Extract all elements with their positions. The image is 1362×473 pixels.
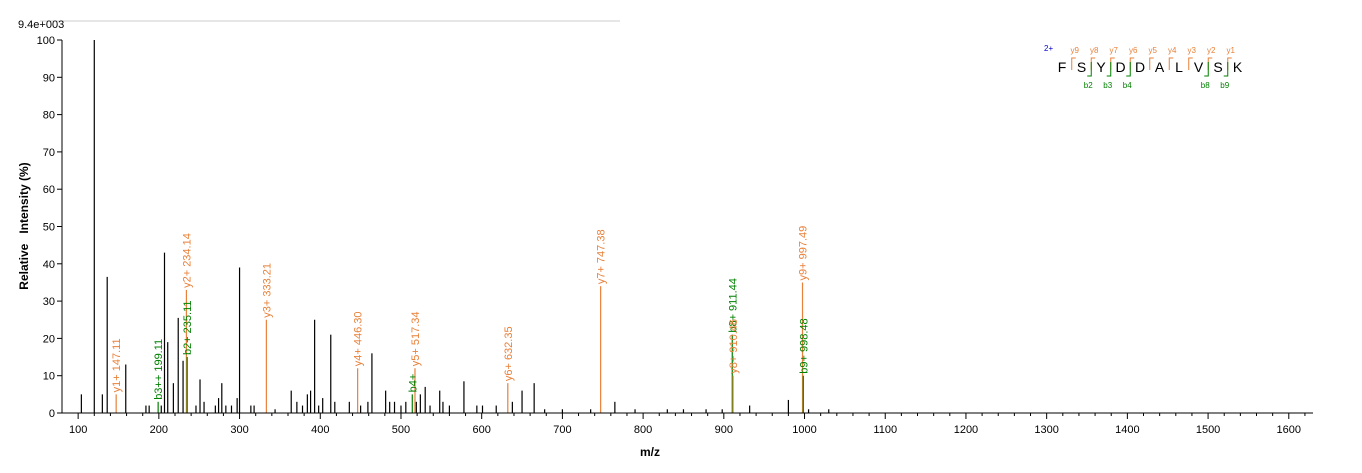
x-tick-label: 1300 <box>1034 424 1058 436</box>
residue: K <box>1233 59 1243 75</box>
peak-label: b4+ <box>407 374 419 393</box>
residue: S <box>1213 59 1222 75</box>
b-ion-label: b2 <box>1084 81 1093 90</box>
y-ion-bracket <box>1110 57 1115 70</box>
peak-label: b8+ 911.44 <box>727 278 739 333</box>
x-tick-label: 1400 <box>1115 424 1139 436</box>
y-ion-label: y1 <box>1227 46 1236 55</box>
b-ion-label: b8 <box>1201 81 1210 90</box>
x-tick-label: 100 <box>69 424 87 436</box>
annotated-peaks-layer: y1+ 147.11 b3++ 199.11 y2+ 234.14 b2+ 235.1… <box>111 226 810 413</box>
charge-label: 2+ <box>1044 44 1053 53</box>
peak-label: y4+ 446.30 <box>353 311 365 366</box>
x-tick-label: 1600 <box>1277 424 1301 436</box>
y-tick-label: 10 <box>43 371 55 383</box>
y-ion-label: y5 <box>1149 46 1158 55</box>
peak-label: b2+ 235.11 <box>182 301 194 356</box>
x-tick-label: 1500 <box>1196 424 1220 436</box>
b-ion-label: b3 <box>1103 81 1112 90</box>
residue: D <box>1135 59 1145 75</box>
residue: F <box>1058 59 1067 75</box>
x-tick-label: 1000 <box>792 424 816 436</box>
y-tick-label: 0 <box>49 408 55 420</box>
x-tick-label: 400 <box>311 424 329 436</box>
x-tick-label: 800 <box>634 424 652 436</box>
y-ion-label: y8 <box>1090 46 1099 55</box>
residue: S <box>1077 59 1086 75</box>
x-tick-label: 500 <box>392 424 410 436</box>
peak-label: y6+ 632.35 <box>503 326 515 381</box>
peak-label: y9+ 997.49 <box>798 226 810 281</box>
intensity-max-label: 9.4e+003 <box>18 19 64 31</box>
b-ion-bracket <box>1087 62 1092 77</box>
y-tick-label: 60 <box>43 184 55 196</box>
peak-label: b9+ 998.48 <box>798 318 810 373</box>
peak-label: b3++ 199.11 <box>153 339 165 400</box>
b-ion-bracket <box>1126 62 1131 77</box>
residue: A <box>1155 59 1165 75</box>
x-tick-label: 900 <box>715 424 733 436</box>
y-ion-label: y7 <box>1110 46 1119 55</box>
residue: Y <box>1096 59 1106 75</box>
y-ion-label: y9 <box>1071 46 1080 55</box>
y-ion-bracket <box>1227 57 1232 70</box>
peak-label: y5+ 517.34 <box>410 311 422 366</box>
y-axis-title: Relative Intensity (%) <box>17 162 31 289</box>
y-ion-bracket <box>1149 57 1154 70</box>
x-tick-label: 200 <box>150 424 168 436</box>
y-tick-label: 80 <box>43 110 55 122</box>
residue: L <box>1175 59 1183 75</box>
b-ion-bracket <box>1223 62 1229 77</box>
y-tick-label: 100 <box>37 35 55 47</box>
peak-label: y1+ 147.11 <box>111 338 123 392</box>
y-tick-label: 70 <box>43 147 55 159</box>
x-axis-ticks: 100 200 300 400 500 600 700 800 900 1000 1100 1200 1… <box>69 413 1306 436</box>
y-ion-bracket <box>1129 57 1135 70</box>
x-tick-label: 600 <box>473 424 491 436</box>
y-tick-label: 20 <box>43 333 55 345</box>
y-ion-bracket <box>1188 57 1193 70</box>
x-tick-label: 1100 <box>873 424 897 436</box>
y-tick-label: 30 <box>43 296 55 308</box>
y-ion-bracket <box>1090 57 1096 70</box>
y-ion-label: y3 <box>1188 46 1197 55</box>
y-tick-label: 40 <box>43 259 55 271</box>
residue: D <box>1115 59 1125 75</box>
y-ion-bracket <box>1168 57 1174 70</box>
peak-label: y2+ 234.14 <box>181 233 193 288</box>
b-ion-bracket <box>1106 62 1112 77</box>
y-tick-label: 90 <box>43 72 55 84</box>
y-ion-label: y6 <box>1129 46 1138 55</box>
y-ion-label: y4 <box>1168 46 1177 55</box>
b-ion-label: b9 <box>1220 81 1229 90</box>
peaks-layer <box>80 40 830 413</box>
peak-label: y8+ 910.46 <box>728 319 740 374</box>
peak-label: y3+ 333.21 <box>261 263 273 318</box>
residue: V <box>1194 59 1204 75</box>
x-tick-label: 700 <box>553 424 571 436</box>
x-tick-label: 300 <box>230 424 248 436</box>
b-ion-bracket <box>1204 62 1209 77</box>
y-ion-bracket <box>1071 57 1076 70</box>
x-axis-title: m/z <box>640 445 660 459</box>
y-axis-ticks: 0 10 20 30 40 50 60 70 80 90 100 <box>37 35 62 420</box>
b-ion-label: b4 <box>1123 81 1132 90</box>
y-ion-label: y2 <box>1207 46 1216 55</box>
y-ion-bracket <box>1207 57 1213 70</box>
y-tick-label: 50 <box>43 222 55 234</box>
x-tick-label: 1200 <box>954 424 978 436</box>
peak-label: y7+ 747.38 <box>596 229 608 284</box>
